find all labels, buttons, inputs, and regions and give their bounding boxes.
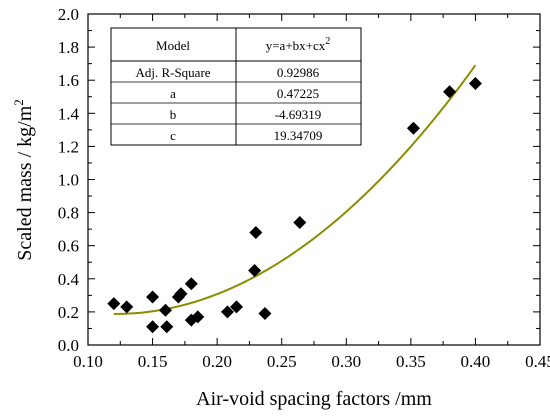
equation-main: y=a+bx+cx (266, 38, 326, 53)
table-cell-label-r2: Adj. R-Square (135, 65, 210, 80)
x-tick-labels: 0.10 0.15 0.20 0.25 0.30 0.35 0.40 0.45 (73, 352, 550, 371)
y-tick-label: 0.0 (58, 336, 79, 355)
data-point (249, 225, 263, 239)
data-point (107, 297, 121, 311)
table-header-model: Model (156, 38, 190, 53)
y-tick-label: 0.6 (58, 237, 79, 256)
data-point (158, 303, 172, 317)
data-point (443, 85, 457, 99)
y-tick-label: 1.8 (58, 38, 79, 57)
data-point (258, 307, 272, 321)
y-axis-title-superscript: 2 (11, 99, 26, 106)
x-tick-label: 0.45 (525, 352, 550, 371)
x-tick-label: 0.15 (138, 352, 168, 371)
table-cell-label-b: b (170, 107, 177, 122)
data-point (191, 310, 205, 324)
data-points (107, 77, 482, 334)
x-tick-label: 0.10 (73, 352, 103, 371)
fit-parameters-table: Model y=a+bx+cx2 Adj. R-Square 0.92986 a… (110, 27, 362, 146)
x-tick-label: 0.35 (396, 352, 426, 371)
y-tick-label: 2.0 (58, 5, 79, 24)
data-point (468, 77, 482, 91)
y-tick-label: 0.4 (58, 270, 80, 289)
table-cell-label-a: a (170, 86, 176, 101)
x-tick-label: 0.30 (331, 352, 361, 371)
data-point (174, 287, 188, 301)
y-axis-title: Scaled mass / kg/m2 (11, 99, 36, 260)
y-tick-label: 0.8 (58, 204, 79, 223)
y-tick-label: 0.2 (58, 303, 79, 322)
fit-curve (113, 64, 477, 315)
table-cell-value-c: 19.34709 (274, 128, 323, 143)
y-tick-labels: 0.0 0.2 0.4 0.6 0.8 1.0 1.2 1.4 1.6 1.8 2.0 (58, 5, 80, 355)
x-tick-label: 0.20 (202, 352, 232, 371)
table-cell-label-c: c (170, 128, 176, 143)
x-axis-title: Air-void spacing factors /mm (196, 388, 432, 410)
data-point (293, 216, 307, 230)
data-point (184, 277, 198, 291)
table-cell-value-a: 0.47225 (277, 86, 319, 101)
table-cell-value-r2: 0.92986 (277, 65, 320, 80)
data-point (220, 305, 234, 319)
data-point (120, 300, 134, 314)
y-axis-title-main: Scaled mass / kg/m (14, 105, 36, 260)
equation-superscript: 2 (325, 36, 330, 47)
y-tick-label: 1.0 (58, 171, 79, 190)
y-tick-label: 1.4 (58, 104, 80, 123)
table-cell-value-b: -4.69319 (275, 107, 322, 122)
fit-curve-group (113, 64, 477, 315)
table-header-equation: y=a+bx+cx2 (266, 36, 331, 53)
y-tick-label: 1.2 (58, 137, 79, 156)
data-point (146, 290, 160, 304)
data-point (230, 300, 244, 314)
x-tick-label: 0.40 (461, 352, 491, 371)
data-point (160, 320, 174, 334)
axis-ticks (87, 13, 541, 346)
data-point (248, 264, 262, 278)
data-point (406, 121, 420, 135)
y-tick-label: 1.6 (58, 71, 79, 90)
x-tick-label: 0.25 (267, 352, 297, 371)
data-point (146, 320, 160, 334)
plot-frame (87, 13, 541, 346)
